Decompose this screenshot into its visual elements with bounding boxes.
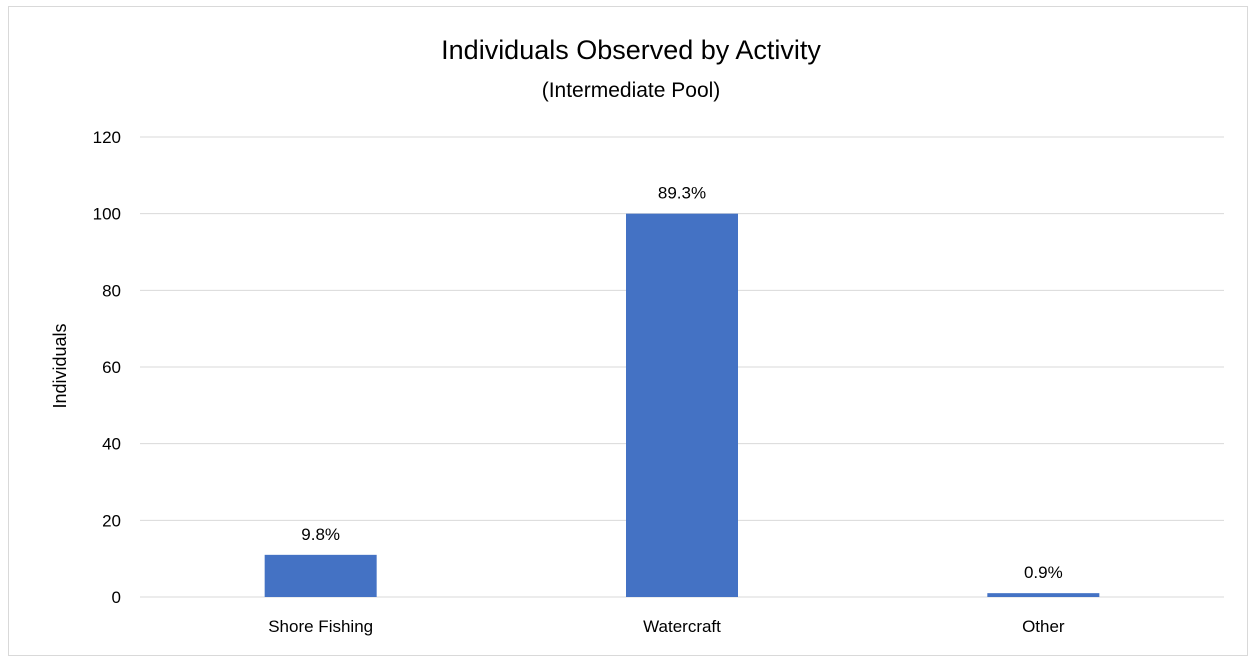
y-axis-ticks: 0 20 40 60 80 100 120	[93, 128, 121, 607]
y-tick-label: 120	[93, 128, 121, 147]
bar-other	[987, 593, 1100, 597]
y-tick-label: 100	[93, 205, 121, 224]
data-label: 9.8%	[301, 525, 340, 544]
data-labels: 9.8% 89.3% 0.9%	[301, 184, 1062, 583]
bars	[264, 213, 1100, 597]
y-tick-label: 80	[102, 281, 121, 300]
y-axis-title: Individuals	[50, 323, 70, 408]
x-category-label: Shore Fishing	[268, 617, 373, 636]
bar-watercraft	[626, 213, 738, 597]
y-tick-label: 0	[112, 588, 121, 607]
x-category-label: Watercraft	[643, 617, 721, 636]
y-tick-label: 40	[102, 435, 121, 454]
y-tick-label: 60	[102, 358, 121, 377]
data-label: 0.9%	[1024, 563, 1063, 582]
x-category-label: Other	[1022, 617, 1065, 636]
data-label: 89.3%	[658, 184, 706, 203]
x-axis-categories: Shore Fishing Watercraft Other	[268, 617, 1065, 636]
y-tick-label: 20	[102, 511, 121, 530]
chart-title: Individuals Observed by Activity	[441, 35, 821, 65]
chart-subtitle: (Intermediate Pool)	[542, 79, 721, 102]
bar-shore-fishing	[264, 554, 377, 597]
